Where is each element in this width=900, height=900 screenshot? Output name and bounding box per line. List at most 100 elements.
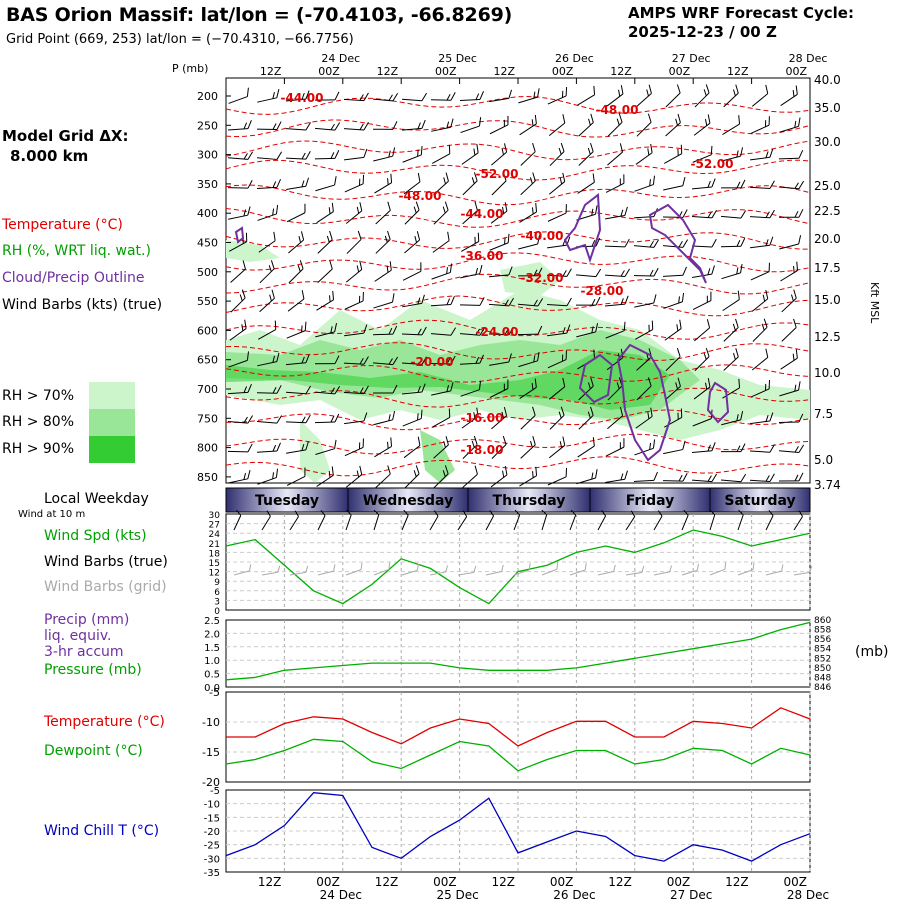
- panel-y-tick-label: 27: [209, 521, 220, 531]
- bottom-date-label: 28 Dec: [787, 888, 829, 900]
- wind-barb-flag: [359, 123, 364, 130]
- weekday-segment: [589, 487, 711, 513]
- wind-barb-flag: [304, 467, 306, 477]
- wind-barb-flag: [245, 232, 248, 242]
- wind-barb-flag: [475, 93, 480, 100]
- grid-wind-barb-flag: [445, 565, 448, 573]
- wind-barb-flag: [358, 178, 361, 186]
- wind-barb-shaft: [778, 157, 800, 160]
- wind-barb-shaft: [546, 274, 568, 277]
- wind-barb-shaft: [780, 357, 798, 370]
- cycle-label: AMPS WRF Forecast Cycle:: [628, 4, 854, 22]
- temperature-label: Temperature (°C): [44, 714, 165, 730]
- wind-barb-flag: [591, 298, 596, 306]
- wind-barb-flag: [623, 438, 625, 448]
- model-grid-value: 8.000 km: [10, 147, 89, 165]
- wind-barb-shaft: [722, 387, 740, 399]
- wind-barb: [259, 289, 275, 313]
- wind-barb-shaft: [402, 270, 422, 281]
- wind-barb-flag: [504, 465, 508, 475]
- wind-barb-flag: [243, 122, 248, 130]
- wind-barb-shaft: [488, 274, 510, 278]
- wind-barb: [404, 201, 420, 225]
- wind-barb: [491, 143, 508, 166]
- wind-barb-shaft: [343, 128, 365, 131]
- wind-barb: [634, 294, 657, 308]
- wind-barb-shaft: [750, 124, 770, 134]
- wind-barb-flag: [768, 262, 770, 272]
- wind-barb: [314, 385, 341, 395]
- wind-barb: [372, 121, 398, 130]
- wind-barb: [520, 142, 536, 166]
- wind-barb: [433, 201, 449, 225]
- wind-barb-flag: [268, 265, 272, 272]
- bottom-time-tick-label: 00Z: [550, 875, 574, 889]
- wind-barb-shaft: [286, 330, 306, 339]
- wind-barb-flag: [363, 412, 368, 422]
- top-date-label: 28 Dec: [789, 52, 828, 65]
- top-date-label: 24 Dec: [321, 52, 360, 65]
- wind-barb-shaft: [462, 210, 478, 225]
- grid-wind-barb-flag: [248, 564, 252, 571]
- pressure-tick-label: 350: [197, 178, 218, 191]
- wind-barb: [286, 90, 310, 102]
- panel-y-tick-label: -5: [209, 686, 220, 699]
- wind-barb-flag: [736, 150, 739, 158]
- panel-y-tick-label: -20: [202, 776, 220, 789]
- surface-wind-barb-flag: [373, 509, 380, 516]
- panel-y-tick-label: 21: [209, 540, 220, 550]
- wind-barb-flag: [450, 327, 457, 336]
- wind-barb: [576, 469, 598, 485]
- wind-barb-flag: [450, 118, 454, 128]
- wind-barb-shaft: [431, 153, 451, 164]
- wind-barb: [547, 350, 567, 369]
- wind-barb-shaft: [518, 96, 538, 104]
- wind-barb: [256, 178, 282, 189]
- temperature-labels: -44.00 -48.00 -52.00 -52.00 -48.00 -44.00 -40.…: [281, 91, 734, 457]
- wind-barb-shaft: [286, 185, 306, 191]
- panel-y-tick-label: -35: [204, 868, 220, 879]
- wind-barb-flag: [442, 206, 446, 214]
- wind-barb: [549, 406, 565, 430]
- wind-barb-shaft: [546, 303, 568, 307]
- wind-barb-flag: [362, 174, 365, 184]
- wind-barb: [517, 325, 543, 336]
- wind-barb-flag: [537, 267, 543, 276]
- wind-barb: [374, 437, 393, 458]
- wind-barb-flag: [647, 113, 652, 123]
- top-time-tick-label: 12Z: [377, 65, 399, 78]
- wind-barb-shaft: [401, 127, 423, 131]
- wind-barb-flag: [676, 348, 681, 357]
- grid-wind-barb: [625, 565, 645, 576]
- wind-barb: [520, 436, 536, 459]
- wind-barb-flag: [415, 201, 420, 211]
- wind-barb-flag: [537, 351, 540, 361]
- wind-barb-shaft: [343, 362, 365, 365]
- wind-barb-shaft: [721, 272, 741, 280]
- height-tick-label: 10.0: [814, 366, 841, 380]
- wind-barb-shaft: [344, 183, 364, 193]
- wind-barb-shaft: [489, 388, 509, 398]
- grid-wind-barb: [513, 563, 531, 576]
- series-line-wind-chill-t-c-: [225, 792, 811, 862]
- wind-barb-flag: [301, 180, 305, 188]
- wind-barb-flag: [330, 326, 333, 333]
- wind-barb-flag: [362, 438, 364, 448]
- wind-barb-flag: [305, 441, 309, 451]
- wind-barb-flag: [420, 262, 422, 272]
- wind-barb: [720, 443, 746, 453]
- wind-barb-flag: [247, 180, 253, 189]
- surface-wind-barb: [653, 510, 663, 531]
- wind-barb-flag: [503, 383, 505, 391]
- height-tick-label: 30.0: [814, 135, 841, 149]
- wind-barb: [343, 356, 369, 365]
- wind-barb-shaft: [258, 329, 276, 340]
- wind-barb-flag: [647, 377, 652, 387]
- wind-barb-flag: [648, 84, 652, 94]
- wind-barb-shaft: [227, 128, 249, 131]
- wind-barb-shaft: [722, 299, 740, 312]
- grid-wind-barb-flag: [556, 562, 559, 570]
- wind-barb: [779, 117, 801, 133]
- wind-barb-shaft: [576, 477, 596, 485]
